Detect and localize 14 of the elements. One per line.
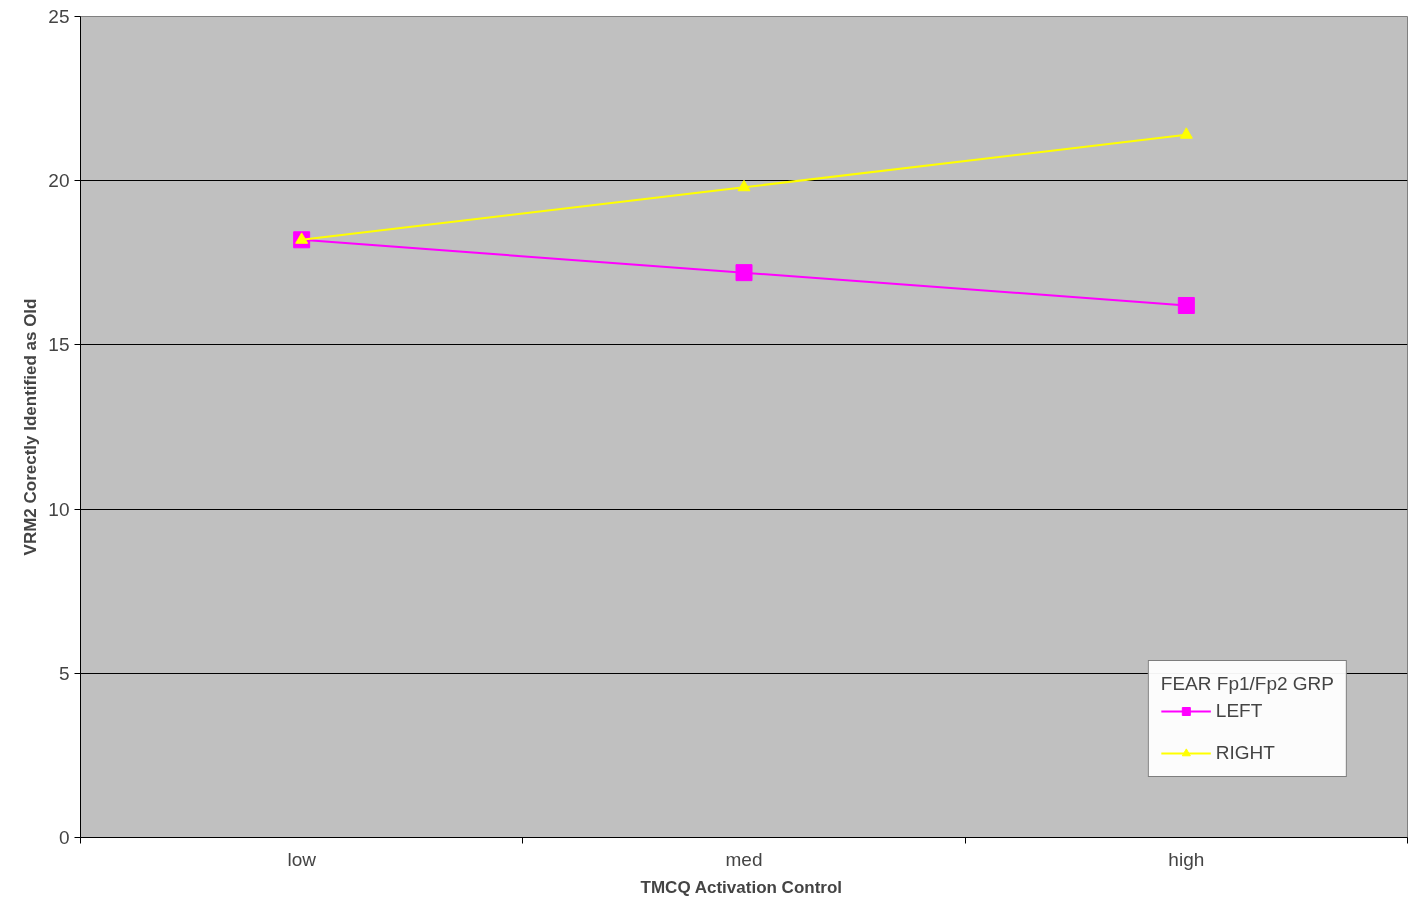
y-axis-title: VRM2 Corectly Identified as Old (21, 298, 41, 556)
y-tick-label: 15 (48, 334, 70, 356)
legend-label: LEFT (1215, 700, 1263, 722)
x-axis-title: TMCQ Activation Control (640, 877, 843, 897)
x-tick-label: high (1168, 848, 1205, 870)
y-tick-label: 10 (48, 498, 70, 520)
y-tick-label: 25 (48, 6, 70, 27)
x-tick-label: med (725, 848, 763, 870)
x-tick-label: low (287, 848, 317, 870)
y-tick-label: 5 (58, 662, 70, 684)
y-tick-label: 20 (48, 170, 70, 192)
legend-label: RIGHT (1215, 742, 1275, 764)
legend-title: FEAR Fp1/Fp2 GRP (1160, 673, 1334, 695)
y-tick-label: 0 (58, 827, 70, 848)
